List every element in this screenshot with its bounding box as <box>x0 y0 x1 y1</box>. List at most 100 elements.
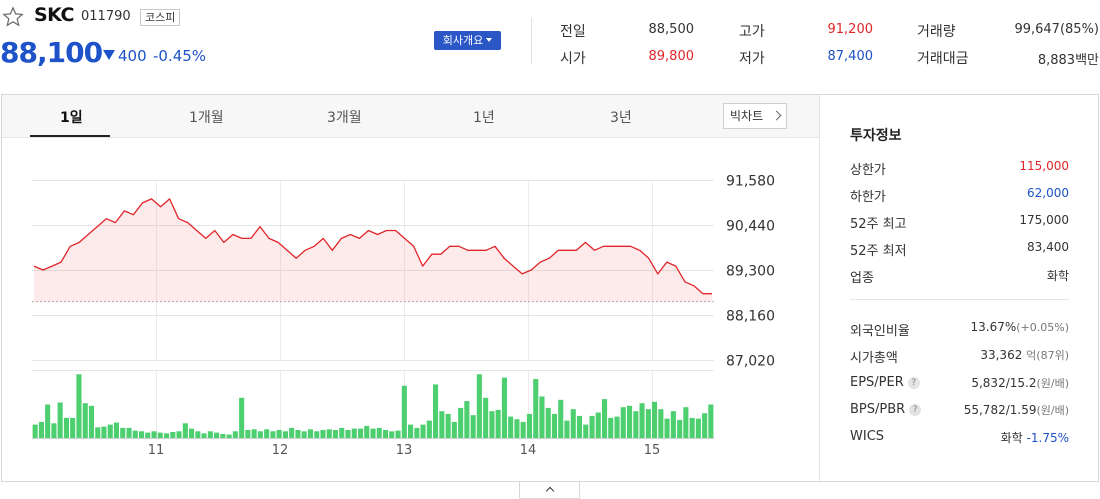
tab-1month[interactable]: 1개월 <box>189 110 224 126</box>
volume-bar <box>652 401 658 438</box>
volume-value: 99,647(85%) <box>1014 22 1099 37</box>
volume-bar <box>164 433 170 438</box>
y-tick-label: 88,160 <box>726 309 775 325</box>
volume-bar <box>63 417 69 438</box>
volume-bar <box>101 426 107 438</box>
stock-code: 011790 <box>81 9 131 24</box>
volume-bar <box>508 416 514 438</box>
side-divider <box>819 95 820 481</box>
volume-bar <box>145 432 151 438</box>
bps-pbr-label: BPS/PBR? <box>850 402 922 417</box>
info-divider <box>850 299 1069 300</box>
y-tick-label: 91,580 <box>726 174 775 190</box>
volume-bar <box>695 418 701 438</box>
volume-bar <box>564 420 570 438</box>
low-label: 저가 <box>739 51 765 67</box>
volume-bar <box>176 431 182 438</box>
foreign-ratio-value: 13.67%(+0.05%) <box>970 320 1069 334</box>
price-change-rate: -0.45% <box>153 47 207 65</box>
volume-bar <box>51 423 57 438</box>
volume-bar <box>495 409 501 438</box>
high-52w-value: 175,000 <box>1019 213 1069 227</box>
collapse-toggle[interactable] <box>519 482 580 499</box>
volume-bar <box>633 411 639 438</box>
foreign-ratio-change: (+0.05%) <box>1016 321 1069 334</box>
volume-bar <box>232 431 238 438</box>
volume-bar <box>458 407 464 439</box>
volume-bar <box>401 385 407 438</box>
investment-info-title: 투자정보 <box>850 128 902 144</box>
volume-bar <box>620 407 626 438</box>
volume-bar <box>332 430 338 438</box>
volume-bar <box>489 411 495 438</box>
bps-pbr-unit: (원/배) <box>1036 404 1069 417</box>
tab-1day[interactable]: 1일 <box>60 110 83 126</box>
eps-per-label: EPS/PER? <box>850 375 920 390</box>
x-tick-label: 15 <box>644 443 661 458</box>
price-change-value: 400 <box>118 47 147 65</box>
volume-bar <box>151 431 157 438</box>
volume-bar <box>57 402 63 438</box>
volume-bar <box>689 417 695 438</box>
volume-bar <box>189 428 195 438</box>
tab-3month[interactable]: 3개월 <box>327 110 362 126</box>
volume-bar <box>95 427 101 438</box>
wics-sector[interactable]: 화학 <box>1000 431 1023 445</box>
company-overview-button[interactable]: 회사개요 <box>434 31 501 50</box>
x-tick-label: 14 <box>520 443 537 458</box>
volume-bar <box>351 428 357 438</box>
volume-bar <box>639 403 645 438</box>
eps-per-text: EPS/PER <box>850 375 904 390</box>
volume-bar <box>226 434 232 438</box>
volume-bar <box>470 415 476 438</box>
low-52w-label: 52주 최저 <box>850 244 907 259</box>
x-tick-label: 13 <box>396 443 413 458</box>
volume-bar <box>307 429 313 438</box>
volume-bar <box>126 427 132 438</box>
high-52w-label: 52주 최고 <box>850 217 907 232</box>
volume-bar <box>627 405 633 438</box>
favorite-star-icon[interactable] <box>2 6 24 28</box>
volume-bar <box>551 413 557 438</box>
price-change: 400 <box>103 47 147 65</box>
tab-3year[interactable]: 3년 <box>610 110 632 126</box>
big-chart-button[interactable]: 빅차트 <box>723 103 787 129</box>
help-question-icon[interactable]: ? <box>907 377 920 389</box>
volume-bar <box>314 431 320 438</box>
low-value: 87,400 <box>827 49 874 64</box>
market-cap-value: 33,362 억(87위) <box>980 347 1069 363</box>
sector-label: 업종 <box>850 271 874 286</box>
volume-bar <box>113 422 119 438</box>
volume-bar <box>364 425 370 438</box>
volume-bar <box>614 416 620 438</box>
lower-limit-label: 하한가 <box>850 190 886 205</box>
volume-bar <box>88 405 94 438</box>
volume-bar <box>295 430 301 438</box>
active-tab-indicator <box>30 135 110 137</box>
volume-bar <box>214 432 220 438</box>
help-question-icon[interactable]: ? <box>909 404 922 416</box>
eps-per-value: 5,832/15.2(원/배) <box>971 375 1069 391</box>
volume-bar <box>32 424 38 438</box>
tab-1year[interactable]: 1년 <box>473 110 495 126</box>
volume-bar <box>533 379 539 438</box>
volume-label: 거래량 <box>917 24 956 40</box>
volume-bar <box>539 396 545 438</box>
volume-bar <box>483 397 489 438</box>
volume-bar <box>257 431 263 438</box>
volume-bar <box>120 427 126 438</box>
volume-bar <box>433 384 439 438</box>
volume-bar <box>38 421 44 438</box>
volume-bar <box>426 420 432 438</box>
volume-bar <box>526 413 532 438</box>
header-divider <box>531 18 532 64</box>
volume-bar <box>326 429 332 438</box>
volume-bar <box>76 374 82 438</box>
volume-bar <box>520 421 526 438</box>
sector-value: 화학 <box>1046 269 1069 283</box>
volume-bar <box>677 419 683 438</box>
volume-bar <box>358 428 364 438</box>
volume-bar <box>501 377 507 438</box>
volume-bar <box>345 430 351 438</box>
eps-per-unit: (원/배) <box>1036 377 1069 390</box>
